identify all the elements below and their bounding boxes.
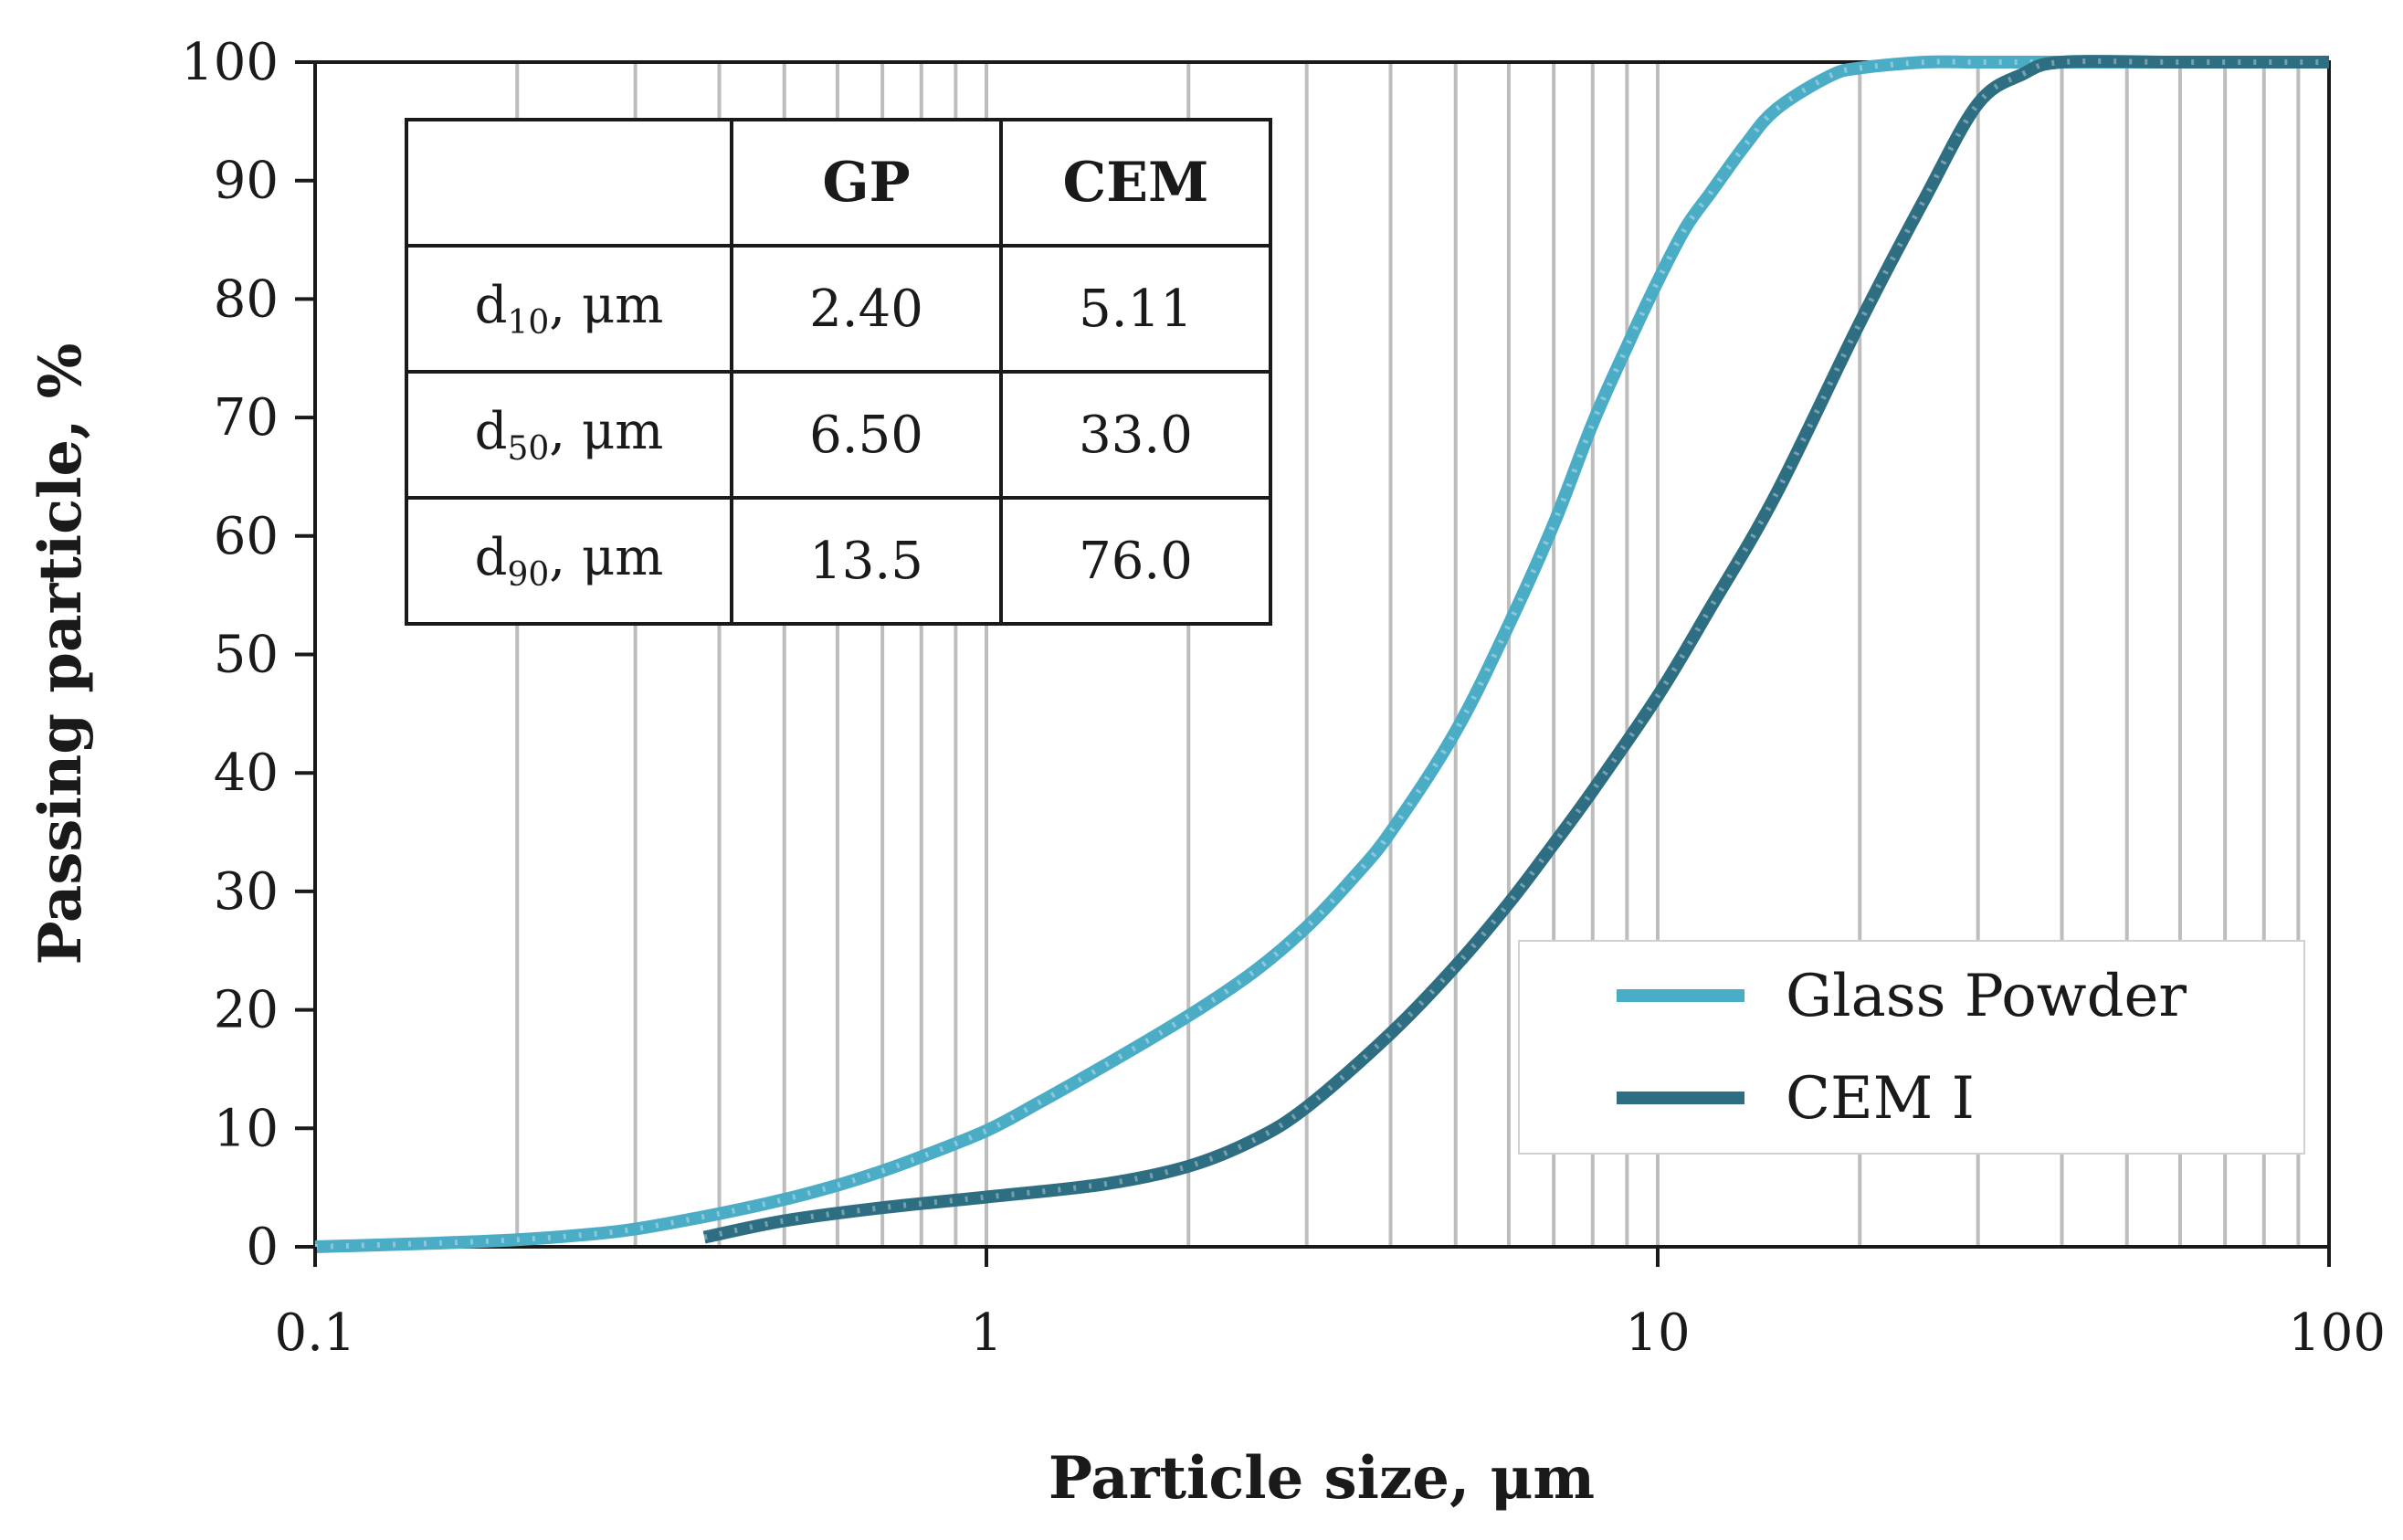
- y-tick-label-20: 20: [214, 981, 279, 1040]
- series-line-cem-i: [702, 55, 2329, 1244]
- y-tick-label-0: 0: [246, 1218, 279, 1277]
- table-row-d10: d10, μm 2.40 5.11: [405, 244, 1272, 374]
- cell-cem-d50: 33.0: [999, 370, 1272, 500]
- x-axis: 0.1 1 10 100: [274, 1247, 2386, 1363]
- table-header-empty: [405, 118, 733, 248]
- table-header-row: GP CEM: [405, 118, 1272, 248]
- y-tick-label-30: 30: [214, 862, 279, 922]
- cell-cem-d10: 5.11: [999, 244, 1272, 374]
- series-line-glass-powder: [314, 55, 2329, 1253]
- table-row-d90: d90, μm 13.5 76.0: [405, 496, 1272, 626]
- x-tick-label-1: 1: [970, 1303, 1003, 1363]
- cell-gp-d10: 2.40: [730, 244, 1003, 374]
- table-header-gp: GP: [730, 118, 1003, 248]
- x-tick-label-0.1: 0.1: [274, 1303, 355, 1363]
- row-label-d50: d50, μm: [405, 370, 733, 500]
- table-row-d50: d50, μm 6.50 33.0: [405, 370, 1272, 500]
- y-tick-label-70: 70: [214, 388, 279, 448]
- cell-cem-d90: 76.0: [999, 496, 1272, 626]
- legend: Glass Powder CEM I: [1518, 940, 2305, 1155]
- y-tick-label-40: 40: [214, 744, 279, 803]
- table-header-cem: CEM: [999, 118, 1272, 248]
- y-axis: 0 10 20 30 40 50 60 70 80 90 100: [181, 33, 315, 1277]
- cell-gp-d50: 6.50: [730, 370, 1003, 500]
- y-tick-label-60: 60: [214, 507, 279, 566]
- row-label-d90: d90, μm: [405, 496, 733, 626]
- y-axis-title: Passing particle, %: [26, 343, 95, 965]
- legend-label-glass-powder: Glass Powder: [1786, 963, 2187, 1030]
- y-tick-label-90: 90: [214, 152, 279, 211]
- y-tick-label-10: 10: [214, 1099, 279, 1158]
- y-tick-label-100: 100: [181, 33, 279, 92]
- y-tick-label-50: 50: [214, 626, 279, 685]
- row-label-d10: d10, μm: [405, 244, 733, 374]
- cell-gp-d90: 13.5: [730, 496, 1003, 626]
- legend-box: [1518, 940, 2305, 1155]
- legend-label-cem-i: CEM I: [1786, 1065, 1975, 1133]
- x-tick-label-10: 10: [1625, 1303, 1690, 1363]
- series-layer: [314, 55, 2329, 1253]
- x-axis-title: Particle size, μm: [1049, 1444, 1595, 1513]
- y-tick-label-80: 80: [214, 269, 279, 329]
- particle-size-table: GP CEM d10, μm 2.40 5.11 d50, μm 6.50 33…: [405, 118, 1272, 626]
- x-tick-label-100: 100: [2288, 1303, 2386, 1363]
